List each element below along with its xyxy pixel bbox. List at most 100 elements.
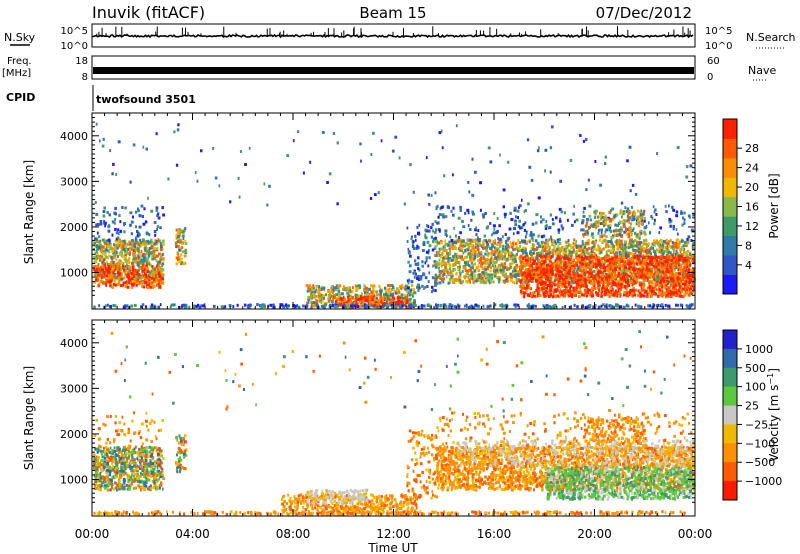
scatter-cell	[114, 207, 117, 211]
scatter-cell	[151, 281, 154, 285]
scatter-cell	[161, 206, 164, 210]
scatter-cell	[542, 267, 546, 271]
scatter-cell	[583, 245, 587, 249]
scatter-cell	[633, 293, 636, 297]
scatter-cell	[574, 266, 577, 270]
scatter-cell	[660, 261, 663, 265]
scatter-cell	[154, 233, 157, 237]
scatter-cell	[596, 292, 599, 296]
scatter-cell	[308, 288, 312, 292]
scatter-cell	[148, 252, 151, 256]
scatter-cell	[135, 283, 138, 287]
scatter-cell	[543, 286, 546, 290]
scatter-cell	[444, 239, 447, 243]
scatter-cell	[412, 271, 415, 275]
scatter-cell	[468, 274, 471, 277]
scatter-cell	[588, 255, 591, 259]
scatter-cell	[574, 280, 578, 284]
scatter-cell	[104, 224, 107, 228]
scatter-cell	[567, 275, 571, 278]
scatter-cell	[136, 247, 140, 251]
scatter-cell	[537, 259, 539, 263]
scatter-cell	[687, 241, 690, 245]
scatter-cell	[111, 274, 113, 278]
scatter-cell	[494, 250, 497, 254]
scatter-cell	[569, 285, 573, 288]
scatter-cell	[546, 293, 549, 297]
scatter-cell	[681, 268, 685, 272]
scatter-cell	[118, 276, 121, 280]
scatter-cell	[609, 245, 613, 249]
scatter-cell	[439, 247, 443, 251]
scatter-cell	[434, 273, 437, 277]
scatter-cell	[124, 254, 127, 258]
scatter-cell	[547, 254, 550, 258]
scatter-cell	[586, 290, 590, 294]
scatter-cell	[115, 244, 118, 248]
scatter-cell	[321, 299, 324, 303]
scatter-cell	[476, 238, 479, 242]
scatter-cell	[323, 286, 326, 290]
scatter-cell	[135, 241, 139, 244]
scatter-cell	[512, 240, 515, 244]
scatter-cell	[603, 239, 607, 243]
scatter-cell	[505, 266, 508, 270]
scatter-cell	[656, 270, 659, 274]
scatter-cell	[113, 211, 116, 215]
scatter-cell	[144, 281, 148, 285]
scatter-cell	[433, 254, 436, 257]
scatter-cell	[126, 275, 129, 279]
scatter-cell	[601, 247, 604, 251]
scatter-cell	[444, 255, 448, 258]
scatter-cell	[606, 243, 610, 247]
scatter-cell	[553, 283, 557, 287]
scatter-cell	[561, 282, 565, 286]
scatter-cell	[107, 229, 111, 233]
scatter-cell	[111, 246, 113, 250]
scatter-cell	[574, 251, 576, 255]
scatter-cell	[175, 256, 179, 260]
scatter-cell	[385, 292, 388, 296]
scatter-cell	[506, 243, 510, 247]
scatter-cell	[446, 270, 449, 274]
scatter-cell	[158, 252, 161, 256]
scatter-cell	[98, 235, 101, 239]
scatter-cell	[642, 242, 646, 246]
scatter-cell	[615, 251, 618, 255]
scatter-cell	[120, 266, 123, 270]
scatter-cell	[691, 245, 694, 249]
scatter-cell	[151, 254, 155, 257]
scatter-cell	[400, 296, 404, 300]
scatter-cell	[567, 284, 570, 288]
scatter-cell	[136, 270, 139, 274]
scatter-cell	[563, 261, 567, 265]
scatter-cell	[108, 240, 111, 244]
scatter-cell	[545, 257, 547, 261]
scatter-cell	[680, 277, 683, 280]
scatter-cell	[571, 281, 574, 285]
scatter-cell	[625, 268, 629, 272]
scatter-cell	[121, 206, 124, 209]
scatter-cell	[681, 295, 685, 299]
scatter-cell	[450, 240, 453, 244]
scatter-cell	[121, 266, 125, 270]
scatter-cell	[624, 240, 627, 244]
scatter-cell	[153, 256, 156, 260]
scatter-cell	[95, 223, 98, 227]
scatter-cell	[564, 267, 567, 271]
scatter-cell	[132, 243, 135, 247]
scatter-cell	[464, 269, 467, 272]
scatter-cell	[591, 259, 594, 263]
scatter-cell	[620, 242, 623, 246]
scatter-cell	[145, 263, 148, 267]
scatter-cell	[117, 273, 121, 277]
scatter-cell	[635, 254, 638, 258]
scatter-cell	[495, 268, 498, 272]
scatter-cell	[654, 292, 658, 296]
scatter-cell	[104, 248, 108, 252]
scatter-cell	[354, 284, 357, 288]
scatter-cell	[679, 248, 682, 252]
scatter-cell	[604, 259, 608, 263]
scatter-cell	[463, 266, 467, 270]
scatter-cell	[515, 272, 518, 276]
